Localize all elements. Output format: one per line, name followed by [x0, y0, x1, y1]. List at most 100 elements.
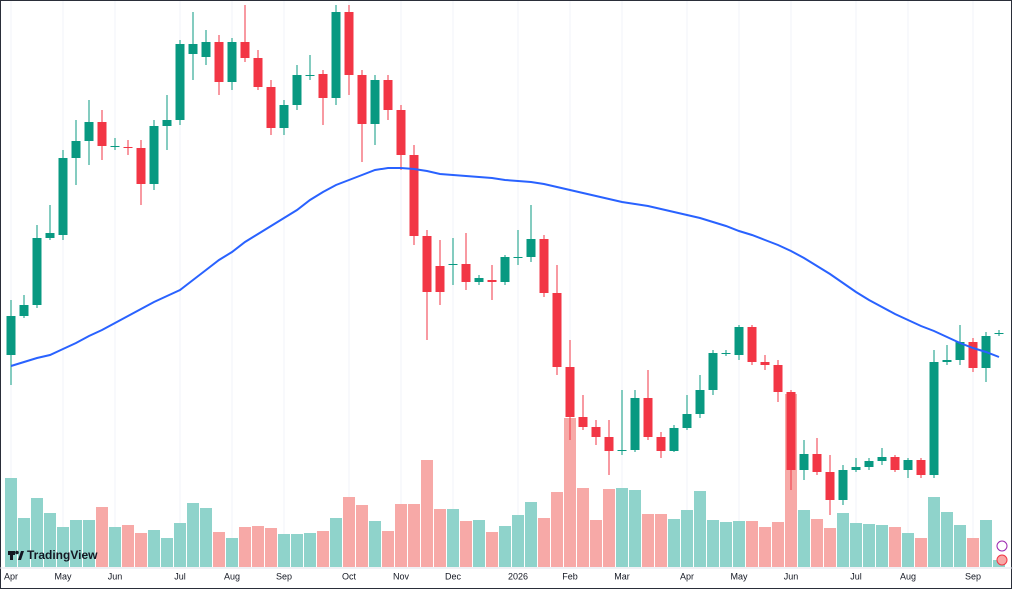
- candle-body: [110, 146, 120, 147]
- volume-bar: [356, 505, 368, 567]
- volume-bar: [642, 514, 654, 567]
- indicator-icon[interactable]: [996, 540, 1008, 552]
- candle-body: [71, 141, 81, 158]
- x-tick-label: Jul: [850, 571, 862, 581]
- candle-body: [266, 87, 276, 128]
- volume-bar: [70, 520, 82, 567]
- candle-body: [422, 236, 432, 292]
- candle-body: [396, 110, 406, 155]
- volume-bar: [863, 524, 875, 567]
- x-tick-label: Dec: [445, 571, 462, 581]
- volume-bar: [31, 498, 43, 567]
- volume-bar: [382, 531, 394, 567]
- volume-bar: [252, 526, 264, 567]
- candle-body: [357, 75, 367, 124]
- plot: [5, 1, 1005, 567]
- volume-bar: [161, 538, 173, 567]
- x-tick-label: 2026: [508, 571, 528, 581]
- volume-bar: [876, 525, 888, 567]
- candle-body: [227, 42, 237, 82]
- x-tick-label: Jun: [784, 571, 799, 581]
- candle-body: [721, 353, 731, 354]
- x-tick-label: May: [54, 571, 72, 581]
- candle-body: [45, 233, 55, 238]
- volume-bar: [733, 521, 745, 567]
- volume-bar: [720, 522, 732, 567]
- candle-body: [6, 316, 16, 355]
- volume-bar: [603, 489, 615, 567]
- candle-body: [617, 450, 627, 451]
- logo-mark: [18, 551, 24, 560]
- candle-body: [591, 427, 601, 437]
- volume-bar: [408, 504, 420, 567]
- volume-bar: [486, 532, 498, 567]
- volume-bar: [941, 512, 953, 567]
- volume-bar: [746, 521, 758, 567]
- volume-bar: [5, 478, 17, 567]
- candle-body: [799, 454, 809, 470]
- volume-bar: [447, 509, 459, 567]
- candle-body: [32, 238, 42, 305]
- x-tick-label: May: [730, 571, 748, 581]
- x-tick-label: Sep: [276, 571, 292, 581]
- volume-bar: [343, 497, 355, 567]
- candle-body: [747, 327, 757, 362]
- volume-bar: [421, 460, 433, 567]
- candle-body: [786, 392, 796, 470]
- volume-bar: [226, 538, 238, 567]
- candle-body: [864, 461, 874, 467]
- candle-body: [175, 44, 185, 120]
- candle-body: [84, 122, 94, 141]
- candle-body: [383, 80, 393, 110]
- candle-body: [435, 266, 445, 292]
- candle-body: [825, 472, 835, 500]
- candle-body: [916, 460, 926, 475]
- candle-body: [448, 264, 458, 265]
- volume-bar: [291, 534, 303, 567]
- candle-body: [604, 437, 614, 451]
- volume-bar: [954, 525, 966, 567]
- candle-body: [877, 457, 887, 461]
- volume-bar: [915, 538, 927, 567]
- candle-body: [162, 120, 172, 126]
- volume-bar: [109, 527, 121, 567]
- candle-body: [955, 342, 965, 360]
- volume-bar: [122, 525, 134, 567]
- candle-body: [305, 75, 315, 76]
- volume-bar: [135, 533, 147, 567]
- volume-bar: [590, 520, 602, 567]
- x-tick-label: Feb: [562, 571, 578, 581]
- candle-body: [318, 74, 328, 98]
- candle-body: [942, 360, 952, 362]
- candle-body: [253, 58, 263, 87]
- candle-body: [565, 367, 575, 417]
- volume-bar: [83, 520, 95, 567]
- volume-bar: [967, 538, 979, 567]
- candle-body: [669, 428, 679, 451]
- x-tick-label: Mar: [614, 571, 630, 581]
- candle-body: [968, 342, 978, 368]
- candle-body: [656, 437, 666, 451]
- volume-bar: [629, 490, 641, 567]
- candle-body: [149, 126, 159, 184]
- candle-body: [682, 414, 692, 428]
- volume-bar: [460, 521, 472, 567]
- volume-bar: [772, 522, 784, 567]
- candle-body: [526, 239, 536, 257]
- indicator-icon[interactable]: [996, 554, 1008, 566]
- volume-bar: [538, 518, 550, 567]
- volume-bar: [655, 514, 667, 567]
- volume-bar: [57, 527, 69, 567]
- x-tick-label: Apr: [680, 571, 694, 581]
- candle-body: [734, 327, 744, 355]
- volume-bar: [304, 533, 316, 567]
- x-tick-label: Jul: [174, 571, 186, 581]
- candle-body: [929, 362, 939, 475]
- volume-bar: [148, 530, 160, 567]
- candle-body: [695, 390, 705, 414]
- candle-body: [890, 457, 900, 470]
- candle-body: [539, 239, 549, 293]
- candle-body: [97, 122, 107, 146]
- candle-body: [331, 12, 341, 98]
